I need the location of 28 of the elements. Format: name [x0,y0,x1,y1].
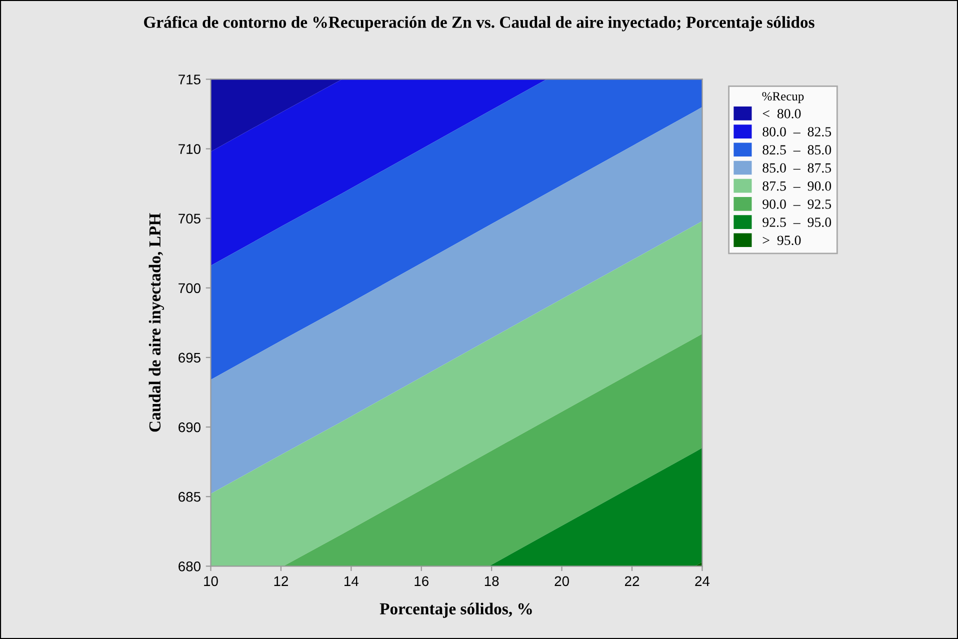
legend-label: < 80.0 [762,108,801,118]
x-tick-label: 10 [204,576,218,586]
y-tick-label: 715 [178,74,200,84]
x-tick-label: 22 [624,576,640,586]
x-tick-label: 24 [695,576,710,586]
y-tick-label: 695 [178,352,200,363]
x-tick-label: 20 [554,576,569,586]
legend-label: 92.5 – 95.0 [762,218,832,227]
y-tick-label: 690 [178,422,200,432]
legend-label: 90.0 – 92.5 [762,199,832,209]
legend-label: > 95.0 [762,236,801,246]
legend-label: 87.5 – 90.0 [762,181,832,191]
x-axis-title: Porcentaje sólidos, % [380,602,532,618]
x-tick-label: 12 [274,576,288,586]
y-tick-label: 710 [178,144,200,154]
y-tick-label: 700 [178,283,200,294]
x-tick-label: 16 [414,576,428,586]
chart-title: Gráfica de contorno de %Recuperación de Zn vs. Caudal de aire inyectado; Porcentaje sólidos [144,16,814,32]
y-tick-label: 680 [178,561,200,572]
legend-label: 85.0 – 87.5 [762,163,832,173]
x-tick-label: 18 [484,576,499,586]
legend-label: 80.0 – 82.5 [762,127,832,137]
legend-title: %Recup [762,92,804,104]
x-tick-label: 14 [344,576,358,586]
y-axis-title: Caudal de aire inyectado, LPH [148,213,164,432]
y-tick-label: 705 [178,214,200,224]
y-tick-label: 685 [178,492,200,502]
legend-label: 82.5 – 85.0 [762,145,832,155]
